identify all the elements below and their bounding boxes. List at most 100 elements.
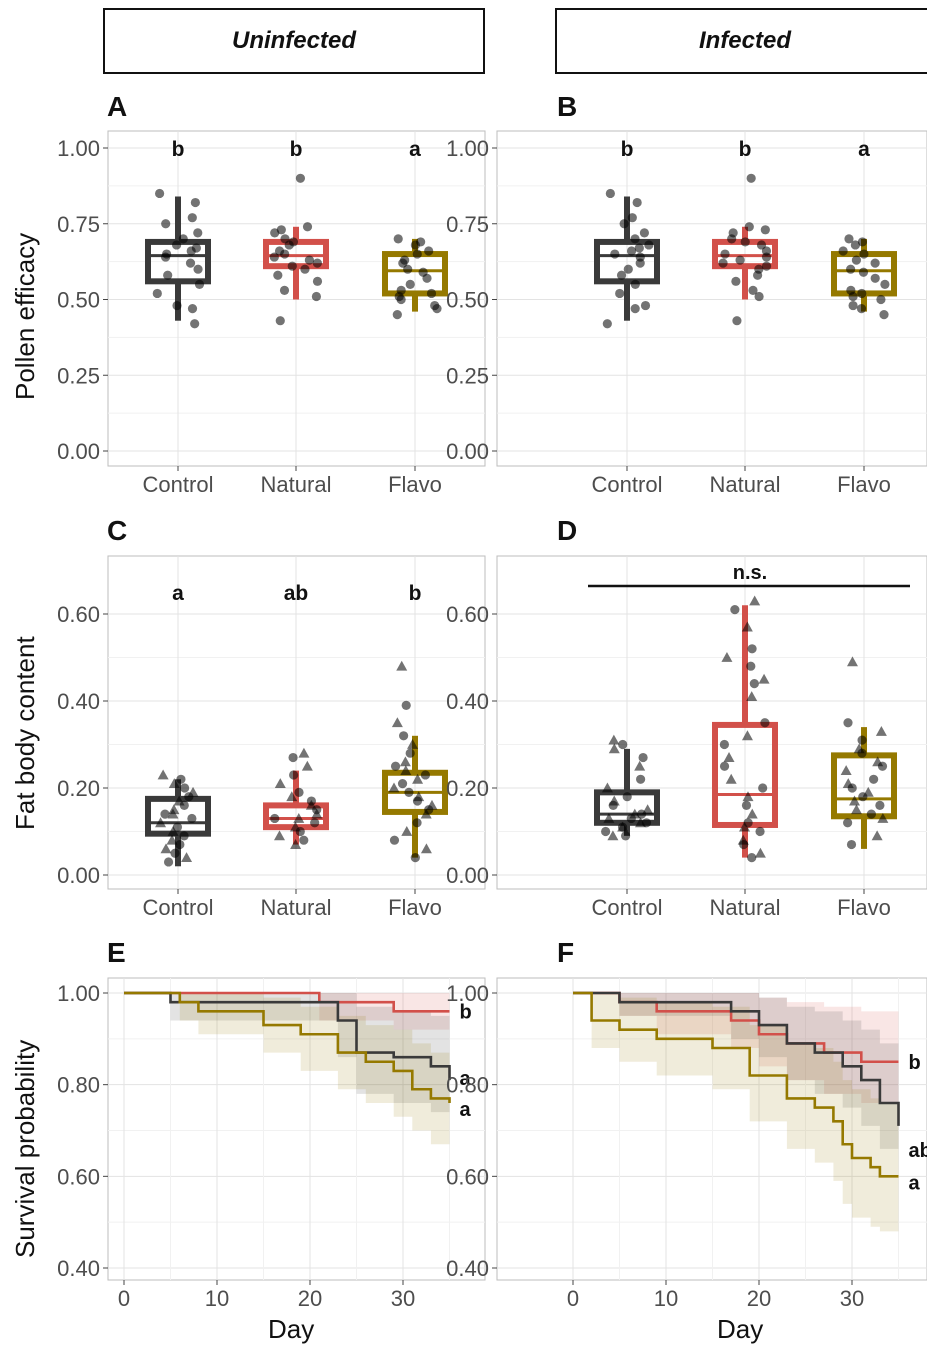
data-point xyxy=(721,652,733,662)
data-point xyxy=(401,700,411,710)
data-point xyxy=(846,839,857,850)
data-point xyxy=(295,173,306,183)
data-point xyxy=(758,673,770,684)
data-point xyxy=(875,800,885,811)
y-tick-label: 0.40 xyxy=(446,1256,489,1281)
significance-letter: a xyxy=(172,582,184,605)
data-point xyxy=(275,316,285,326)
data-point xyxy=(397,779,408,789)
data-point xyxy=(749,595,761,606)
y-tick-label: 0.60 xyxy=(446,602,489,627)
data-point xyxy=(178,234,188,244)
y-tick-label: 0.60 xyxy=(446,1164,489,1189)
header-infected: Infected xyxy=(555,8,927,74)
data-point xyxy=(392,310,402,320)
data-point xyxy=(190,319,200,329)
x-axis-label-day-left: Day xyxy=(268,1314,315,1344)
data-point xyxy=(723,752,735,762)
data-point xyxy=(160,843,172,854)
x-tick-label: 30 xyxy=(391,1286,415,1311)
x-tick-label: Natural xyxy=(261,895,332,920)
data-point xyxy=(732,316,742,326)
data-point xyxy=(620,831,631,841)
y-tick-label: 0.00 xyxy=(446,439,489,464)
data-point xyxy=(401,826,413,836)
data-point xyxy=(761,261,772,271)
x-tick-label: Natural xyxy=(710,472,781,497)
data-point xyxy=(844,234,854,244)
data-point xyxy=(287,261,297,271)
data-point xyxy=(295,826,305,837)
data-point xyxy=(871,830,883,841)
data-point xyxy=(848,300,858,311)
data-point xyxy=(193,264,203,274)
data-point xyxy=(761,252,772,262)
data-point xyxy=(290,839,302,849)
x-tick-label: Natural xyxy=(710,895,781,920)
data-point xyxy=(756,240,767,250)
data-point xyxy=(858,267,869,277)
data-point xyxy=(175,839,185,850)
y-tick-label: 0.25 xyxy=(446,363,489,388)
data-point xyxy=(859,249,869,259)
y-tick-label: 0.75 xyxy=(57,212,100,237)
y-tick-label: 0.75 xyxy=(446,212,489,237)
data-point xyxy=(155,817,167,828)
data-point xyxy=(180,783,190,793)
data-point xyxy=(636,774,646,784)
data-point xyxy=(616,270,627,280)
data-point xyxy=(639,228,650,238)
data-point xyxy=(846,656,858,667)
data-point xyxy=(730,605,740,615)
data-point xyxy=(163,270,173,280)
data-point xyxy=(280,249,290,259)
data-point xyxy=(302,222,313,232)
data-point xyxy=(424,246,434,256)
data-point xyxy=(627,213,637,223)
data-point xyxy=(152,288,162,299)
data-point xyxy=(640,300,651,311)
data-point xyxy=(184,792,194,802)
data-point xyxy=(748,285,758,296)
box-iqr xyxy=(594,238,660,285)
data-point xyxy=(390,761,401,771)
data-point xyxy=(608,800,618,811)
x-axis-label-day-right: Day xyxy=(717,1314,764,1344)
significance-letter: b xyxy=(290,138,303,161)
data-point xyxy=(718,258,728,268)
data-point xyxy=(735,255,745,265)
data-point xyxy=(840,765,852,775)
data-point xyxy=(857,237,868,247)
data-point xyxy=(866,809,876,819)
data-point xyxy=(168,804,180,815)
data-point xyxy=(754,291,764,302)
data-point xyxy=(167,808,179,819)
y-tick-label: 0.80 xyxy=(57,1073,100,1098)
series-end-label: b xyxy=(909,1052,921,1074)
data-point xyxy=(875,725,887,736)
data-point xyxy=(179,800,189,811)
survival-line-control xyxy=(573,991,900,1126)
x-tick-label: 0 xyxy=(118,1286,130,1311)
data-point xyxy=(623,264,633,274)
header-infected-text: Infected xyxy=(698,27,791,54)
data-point xyxy=(880,279,890,289)
y-tick-label: 1.00 xyxy=(446,136,489,161)
data-point xyxy=(850,240,860,250)
data-point xyxy=(412,796,423,806)
data-point xyxy=(843,718,853,728)
series-end-label: a xyxy=(460,1068,472,1090)
survival-line-flavo xyxy=(124,991,451,1103)
ns-label: n.s. xyxy=(733,562,767,584)
panel-letter: C xyxy=(107,515,127,546)
significance-letter: b xyxy=(409,582,422,605)
data-point xyxy=(412,818,422,828)
data-point xyxy=(601,782,613,793)
data-point xyxy=(760,718,770,728)
data-point xyxy=(760,225,770,235)
data-point xyxy=(273,830,285,841)
y-tick-label: 0.50 xyxy=(446,288,489,313)
data-point xyxy=(403,264,413,274)
y-tick-label: 0.40 xyxy=(57,689,100,714)
data-point xyxy=(857,735,867,745)
